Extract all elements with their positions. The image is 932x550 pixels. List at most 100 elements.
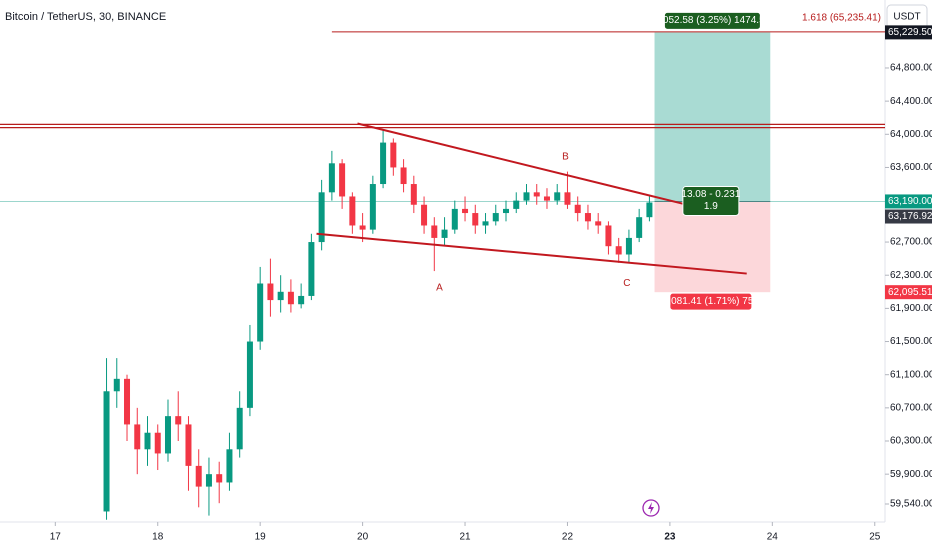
ratio-text: 13.08 - 0.231 <box>681 189 740 200</box>
candle-body <box>441 229 448 238</box>
candle-body <box>615 246 622 255</box>
stop-price-label-box <box>885 285 932 300</box>
x-tick-label: 22 <box>562 532 574 543</box>
candle-body <box>124 378 131 425</box>
candle-body <box>636 217 643 238</box>
target-text-box <box>663 11 761 30</box>
wave-label: A <box>436 282 443 293</box>
candle-body <box>205 474 212 487</box>
x-tick-label: 18 <box>152 532 164 543</box>
y-tick-label: 61,500.00 <box>890 336 932 347</box>
candle-body <box>226 449 233 483</box>
candle-body <box>246 341 253 408</box>
candle-body <box>277 291 284 301</box>
candle-body <box>359 225 366 230</box>
x-tick-label: 17 <box>50 532 62 543</box>
candle-body <box>472 213 479 226</box>
y-tick-label: 64,400.00 <box>890 96 932 107</box>
candle-body <box>144 432 151 450</box>
candle-body <box>574 204 581 214</box>
currency[interactable]: USDT <box>893 12 920 23</box>
candle-body <box>154 432 161 454</box>
candle-body <box>257 283 264 342</box>
candle-body <box>195 465 202 487</box>
y-tick-label: 59,900.00 <box>890 469 932 480</box>
wave-label: B <box>562 151 569 162</box>
candle-body <box>298 295 305 305</box>
candle-body <box>646 202 653 218</box>
candle-body <box>421 204 428 226</box>
candle-body <box>584 213 591 222</box>
ratio-text-box <box>682 185 740 216</box>
candle-body <box>287 291 294 305</box>
candle-body <box>339 163 346 197</box>
candle-body <box>543 196 550 201</box>
y-tick-label: 60,700.00 <box>890 402 932 413</box>
target-zone <box>654 32 771 202</box>
x-tick-label: 23 <box>664 532 676 543</box>
y-tick-label: 62,300.00 <box>890 270 932 281</box>
candle-body <box>349 196 356 226</box>
candle-body <box>369 184 376 230</box>
candle-body <box>164 416 171 454</box>
stop-text: 1,081.41 (1.71%) 750 <box>663 296 760 307</box>
candle-body <box>328 163 335 193</box>
x-tick-label: 24 <box>767 532 779 543</box>
candle-body <box>103 391 110 512</box>
candle-body <box>523 192 530 201</box>
x-tick-label: 21 <box>459 532 471 543</box>
candle-body <box>236 407 243 450</box>
candle-body <box>431 225 438 238</box>
candle-body <box>390 142 397 168</box>
y-tick-label: 61,900.00 <box>890 303 932 314</box>
icon-bolt[interactable] <box>648 502 654 514</box>
ratio-text: 1.9 <box>704 201 718 212</box>
stop-text-box <box>669 292 753 311</box>
candle-body <box>451 208 458 230</box>
candle-body <box>175 416 182 425</box>
candle-body <box>605 225 612 247</box>
entry-price-label-box <box>885 194 932 209</box>
y-tick-label: 63,600.00 <box>890 162 932 173</box>
candle-body <box>503 208 510 214</box>
stop-zone <box>654 201 771 293</box>
candle-body <box>400 167 407 185</box>
candle-body <box>113 378 120 392</box>
last-price-label-box <box>885 209 932 224</box>
trend-line <box>357 122 691 207</box>
candle-body <box>410 184 417 205</box>
candle-body <box>595 221 602 226</box>
candle-body <box>533 192 540 197</box>
candle-body <box>318 192 325 243</box>
stop-price-label: 62,095.51 <box>888 287 932 298</box>
candle-body <box>185 424 192 466</box>
target-price-label: 65,229.50 <box>888 27 932 38</box>
candle-body <box>380 142 387 185</box>
candle-body <box>554 192 561 201</box>
y-tick-label: 60,300.00 <box>890 436 932 447</box>
target-price-label-box <box>885 25 932 40</box>
x-tick-label: 20 <box>357 532 369 543</box>
entry-price-label: 63,190.00 <box>888 196 932 207</box>
candle-body <box>267 283 274 301</box>
candle-body <box>513 200 520 209</box>
y-tick-label: 64,000.00 <box>890 129 932 140</box>
y-tick-label: 64,800.00 <box>890 63 932 74</box>
candle-body <box>492 213 499 222</box>
wave-label: C <box>623 278 630 289</box>
x-tick-label: 19 <box>255 532 267 543</box>
candle-body <box>625 237 632 255</box>
chart-title: Bitcoin / TetherUS, 30, BINANCE <box>5 11 166 23</box>
icon-ring[interactable] <box>642 499 660 517</box>
last-price-label: 63,176.92 <box>888 211 932 222</box>
y-tick-label: 62,700.00 <box>890 237 932 248</box>
target-text: 2,052.58 (3.25%) 1474.51 <box>655 15 771 26</box>
lightning-icon[interactable] <box>642 499 660 517</box>
fib-label: 1.618 (65,235.41) <box>802 13 881 24</box>
candle-body <box>482 221 489 226</box>
candle-body <box>308 242 315 296</box>
y-tick-label: 59,540.00 <box>890 499 932 510</box>
